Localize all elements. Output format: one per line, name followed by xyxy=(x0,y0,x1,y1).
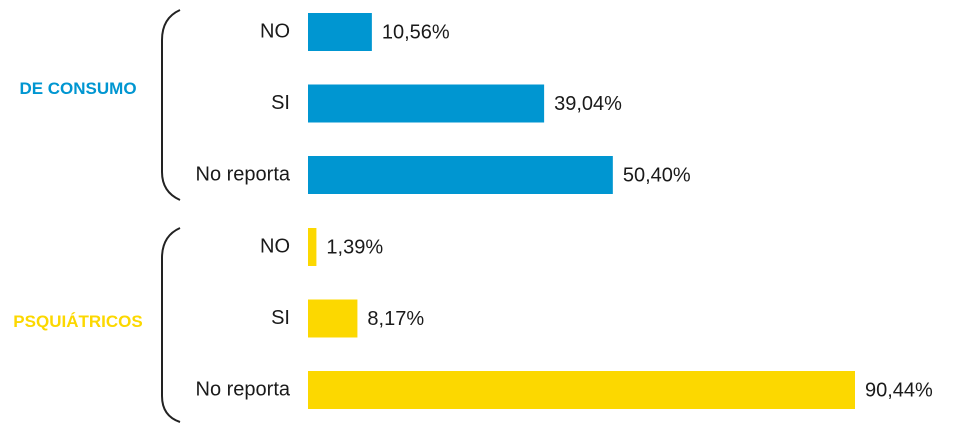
group-brace xyxy=(161,227,181,423)
value-label: 90,44% xyxy=(865,379,933,401)
category-label: NO xyxy=(260,235,290,257)
value-label: 39,04% xyxy=(554,93,622,115)
category-label: No reporta xyxy=(196,378,291,400)
bar xyxy=(308,84,545,123)
group-label: PSQUIÁTRICOS xyxy=(13,312,142,331)
category-label: SI xyxy=(271,92,290,114)
bar xyxy=(308,13,372,51)
category-label: NO xyxy=(260,20,290,42)
category-label: SI xyxy=(271,307,290,329)
value-label: 1,39% xyxy=(326,236,383,258)
value-label: 50,40% xyxy=(623,164,691,186)
category-label: No reporta xyxy=(196,163,291,185)
bar xyxy=(308,299,358,338)
bar xyxy=(308,156,613,194)
group-brace xyxy=(161,9,181,201)
bar xyxy=(308,371,855,409)
value-label: 10,56% xyxy=(382,21,450,43)
group-label: DE CONSUMO xyxy=(19,79,136,98)
bar xyxy=(308,228,317,266)
value-label: 8,17% xyxy=(367,308,424,330)
